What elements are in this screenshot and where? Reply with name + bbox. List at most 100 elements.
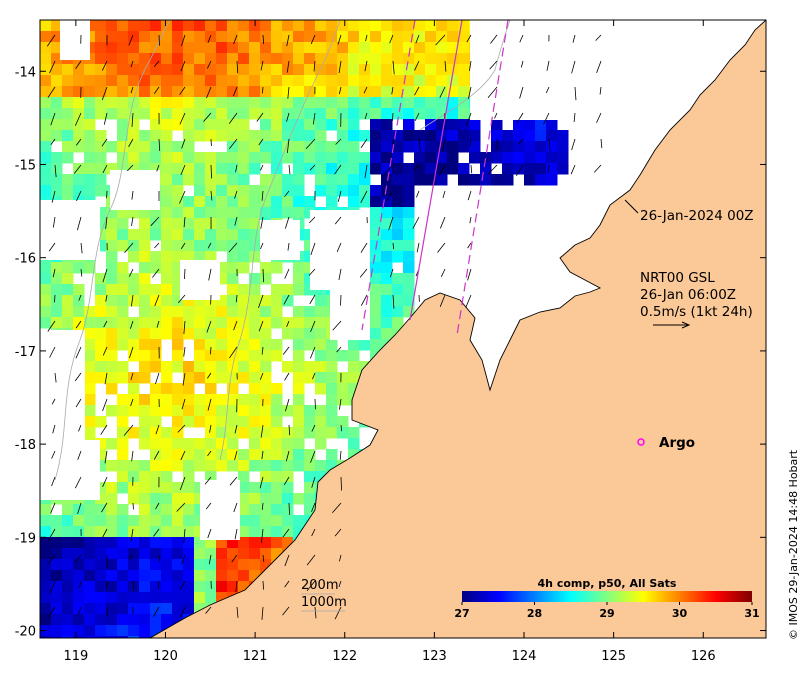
sst-cell [139, 262, 151, 274]
sst-cell [150, 306, 162, 318]
sst-cell [348, 64, 360, 76]
sst-cell [227, 240, 239, 252]
sst-cell [139, 493, 151, 505]
sst-cell [128, 53, 140, 65]
sst-cell [84, 75, 96, 87]
sst-cell [546, 141, 558, 153]
sst-cell [128, 482, 140, 494]
sst-cell [381, 64, 393, 76]
sst-cell [194, 350, 206, 362]
sst-cell [117, 537, 129, 549]
sst-cell [161, 185, 173, 197]
sst-cell [414, 75, 426, 87]
sst-cell [84, 614, 96, 626]
sst-cell [403, 229, 415, 241]
sst-cell [326, 86, 338, 98]
sst-cell [216, 207, 228, 219]
sst-cell [304, 152, 316, 164]
sst-cell [392, 31, 404, 43]
sst-cell [194, 218, 206, 230]
current-vector [262, 87, 263, 93]
sst-cell [84, 526, 96, 538]
sst-cell [194, 86, 206, 98]
sst-cell [51, 97, 63, 109]
sst-cell [106, 482, 118, 494]
sst-cell [249, 229, 261, 241]
sst-cell [216, 163, 228, 175]
sst-cell [161, 383, 173, 395]
sst-cell [293, 328, 305, 340]
sst-cell [282, 20, 294, 32]
sst-cell [502, 174, 514, 186]
sst-cell [282, 493, 294, 505]
sst-cell [249, 361, 261, 373]
sst-cell [183, 240, 195, 252]
sst-cell [51, 262, 63, 274]
sst-cell [183, 64, 195, 76]
sst-cell [106, 526, 118, 538]
sst-cell [293, 119, 305, 131]
sst-cell [249, 339, 261, 351]
sst-cell [95, 537, 107, 549]
sst-cell [62, 515, 74, 527]
sst-cell [150, 328, 162, 340]
sst-cell [249, 504, 261, 516]
sst-cell [271, 317, 283, 329]
sst-cell [150, 537, 162, 549]
sst-cell [557, 152, 569, 164]
sst-cell [238, 130, 250, 142]
sst-cell [480, 152, 492, 164]
sst-cell [227, 427, 239, 439]
sst-cell [95, 306, 107, 318]
sst-cell [95, 273, 107, 285]
sst-cell [546, 152, 558, 164]
sst-cell [161, 548, 173, 560]
sst-cell [139, 350, 151, 362]
sst-cell [249, 141, 261, 153]
sst-cell [194, 306, 206, 318]
sst-cell [216, 394, 228, 406]
sst-cell [161, 295, 173, 307]
sst-cell [293, 185, 305, 197]
cloud-patch [310, 210, 370, 290]
sst-cell [337, 350, 349, 362]
sst-cell [381, 20, 393, 32]
sst-cell [513, 152, 525, 164]
sst-cell [73, 262, 85, 274]
sst-cell [348, 361, 360, 373]
sst-cell [205, 207, 217, 219]
sst-cell [458, 141, 470, 153]
sst-cell [84, 317, 96, 329]
sst-cell [238, 328, 250, 340]
sst-cell [249, 163, 261, 175]
sst-cell [205, 405, 217, 417]
sst-cell [326, 75, 338, 87]
sst-cell [293, 64, 305, 76]
cloud-patch [40, 330, 85, 440]
sst-cell [117, 405, 129, 417]
sst-cell [260, 482, 272, 494]
sst-cell [260, 317, 272, 329]
sst-cell [282, 185, 294, 197]
sst-cell [73, 185, 85, 197]
current-vector [263, 581, 264, 590]
sst-cell [117, 328, 129, 340]
sst-cell [271, 185, 283, 197]
sst-cell [370, 64, 382, 76]
colorbar-tick-label: 31 [744, 607, 759, 620]
sst-cell [337, 394, 349, 406]
sst-cell [216, 20, 228, 32]
sst-cell [194, 20, 206, 32]
sst-cell [172, 229, 184, 241]
sst-cell [414, 86, 426, 98]
sst-cell [370, 119, 382, 131]
sst-cell [271, 196, 283, 208]
sst-cell [238, 207, 250, 219]
sst-cell [216, 350, 228, 362]
sst-cell [194, 405, 206, 417]
sst-cell [304, 75, 316, 87]
sst-cell [84, 427, 96, 439]
current-source-label: NRT00 GSL [640, 270, 715, 286]
sst-cell [315, 174, 327, 186]
